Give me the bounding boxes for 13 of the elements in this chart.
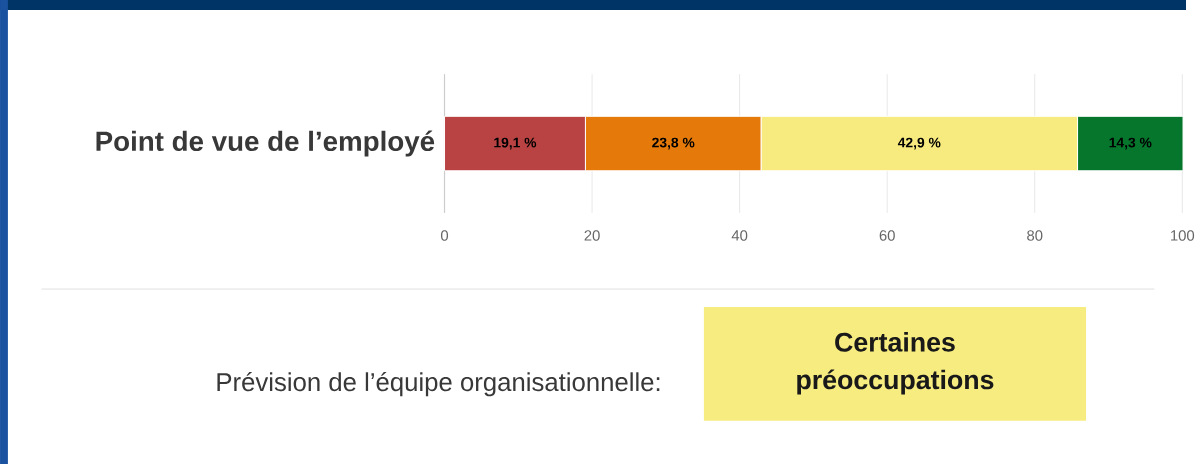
x-tick-label: 40 [731, 230, 748, 241]
data-label: 42,9 % [897, 137, 941, 150]
x-tick-label: 0 [440, 230, 449, 241]
x-tick-label: 20 [584, 230, 600, 241]
data-label: 19,1 % [494, 137, 537, 150]
data-label: 14,3 % [1109, 137, 1152, 150]
data-label: 23,8 % [652, 137, 695, 150]
y-tick-label: Point de vue de l’employé [96, 130, 435, 157]
text: Prévision de l’équipe organisationnelle: [217, 371, 660, 397]
x-tick-label: 80 [1027, 230, 1043, 241]
x-tick-label: 100 [1171, 230, 1195, 241]
text: Certaines préoccupations [797, 331, 994, 395]
x-tick-label: 60 [879, 230, 895, 241]
